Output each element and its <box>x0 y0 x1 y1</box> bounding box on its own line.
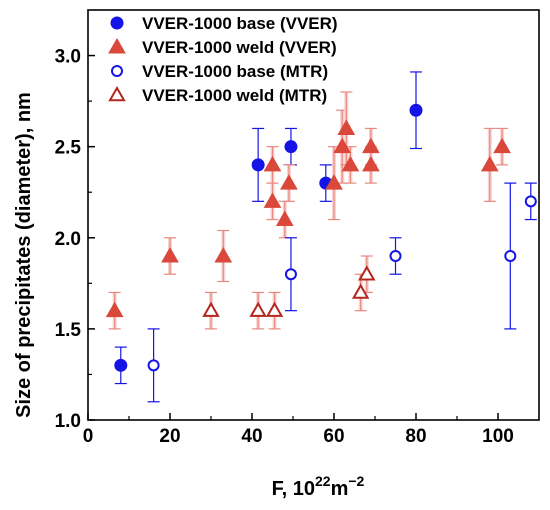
x-axis-title-main: F, 10 <box>272 478 315 500</box>
data-point <box>114 358 128 372</box>
data-point <box>409 103 423 117</box>
data-point <box>214 246 233 263</box>
x-axis-title-unit-sup: −2 <box>348 473 364 489</box>
data-point <box>524 195 537 208</box>
legend-label: VVER-1000 weld (VVER) <box>142 38 337 57</box>
error-bars <box>108 71 537 403</box>
legend-marker <box>108 85 126 102</box>
plot-frame-group <box>87 9 540 421</box>
x-tick-label: 40 <box>241 426 262 447</box>
legend-marker <box>111 65 123 77</box>
legend-marker <box>108 37 126 54</box>
data-point <box>105 301 124 318</box>
data-point <box>493 137 511 154</box>
plot-frame <box>87 9 540 421</box>
data-point <box>265 301 284 317</box>
data-point <box>504 250 517 262</box>
data-point <box>333 137 352 154</box>
data-point <box>284 140 298 154</box>
data-point <box>251 158 265 172</box>
y-tick-label: 1.0 <box>55 411 81 432</box>
data-point <box>341 155 360 172</box>
data-point <box>263 155 282 172</box>
y-axis-title: Size of precipitates (diameter), nm <box>13 92 35 418</box>
x-tick-label: 60 <box>323 426 344 447</box>
y-tick-label: 3.0 <box>55 47 81 68</box>
legend-marker <box>110 16 124 30</box>
x-tick-label: 0 <box>83 426 94 447</box>
x-axis-title-unit: m <box>331 478 349 500</box>
data-point <box>337 119 356 135</box>
data-point <box>325 174 343 190</box>
data-point <box>161 246 179 263</box>
data-point <box>351 283 370 299</box>
y-tick-label: 2.5 <box>55 138 82 159</box>
legend-label: VVER-1000 base (VVER) <box>142 14 338 33</box>
data-point <box>362 155 380 172</box>
data-point <box>263 192 282 208</box>
y-tick-label: 1.5 <box>55 320 82 341</box>
data-point <box>202 301 220 317</box>
data-point <box>280 174 298 190</box>
x-tick-label: 100 <box>482 426 514 447</box>
axis-ticks <box>87 54 499 421</box>
data-markers <box>105 103 537 372</box>
y-tick-label: 2.0 <box>55 229 81 250</box>
legend-label: VVER-1000 base (MTR) <box>142 62 328 81</box>
x-axis-title-sup: 22 <box>315 473 331 489</box>
data-point <box>249 301 267 317</box>
data-point <box>389 250 402 262</box>
x-axis-title: F, 1022m−2 <box>272 473 365 500</box>
legend-label: VVER-1000 weld (MTR) <box>142 86 327 105</box>
data-point <box>275 210 294 227</box>
data-point <box>284 268 297 281</box>
x-tick-label: 80 <box>405 426 426 447</box>
axis-tick-labels: 0 20 40 60 80 100 1.0 1.5 2.0 2.5 3.0 <box>55 47 514 447</box>
data-point <box>358 265 376 281</box>
data-point <box>147 359 160 372</box>
data-point <box>362 137 380 154</box>
x-tick-label: 20 <box>159 426 180 447</box>
legend: VVER-1000 base (VVER) VVER-1000 weld (VVE… <box>108 14 338 105</box>
data-point <box>480 155 499 172</box>
